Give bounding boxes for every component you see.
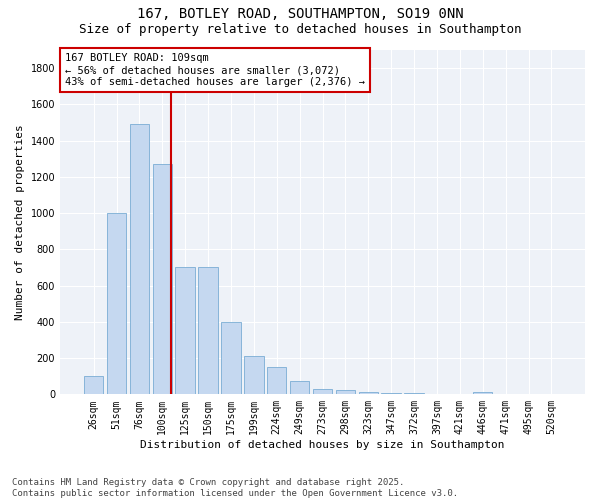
Bar: [244, 356, 263, 395]
Bar: [290, 380, 310, 394]
Bar: [152, 164, 172, 394]
Text: 167 BOTLEY ROAD: 109sqm
← 56% of detached houses are smaller (3,072)
43% of semi: 167 BOTLEY ROAD: 109sqm ← 56% of detache…: [65, 54, 365, 86]
Bar: [84, 376, 103, 394]
Bar: [359, 392, 378, 394]
Y-axis label: Number of detached properties: Number of detached properties: [15, 124, 25, 320]
Bar: [107, 213, 126, 394]
Bar: [130, 124, 149, 394]
Bar: [335, 390, 355, 394]
Bar: [473, 392, 493, 394]
Bar: [267, 367, 286, 394]
Bar: [175, 268, 195, 394]
Text: Contains HM Land Registry data © Crown copyright and database right 2025.
Contai: Contains HM Land Registry data © Crown c…: [12, 478, 458, 498]
X-axis label: Distribution of detached houses by size in Southampton: Distribution of detached houses by size …: [140, 440, 505, 450]
Bar: [199, 268, 218, 394]
Bar: [313, 389, 332, 394]
Bar: [382, 392, 401, 394]
Text: Size of property relative to detached houses in Southampton: Size of property relative to detached ho…: [79, 22, 521, 36]
Bar: [221, 322, 241, 394]
Text: 167, BOTLEY ROAD, SOUTHAMPTON, SO19 0NN: 167, BOTLEY ROAD, SOUTHAMPTON, SO19 0NN: [137, 8, 463, 22]
